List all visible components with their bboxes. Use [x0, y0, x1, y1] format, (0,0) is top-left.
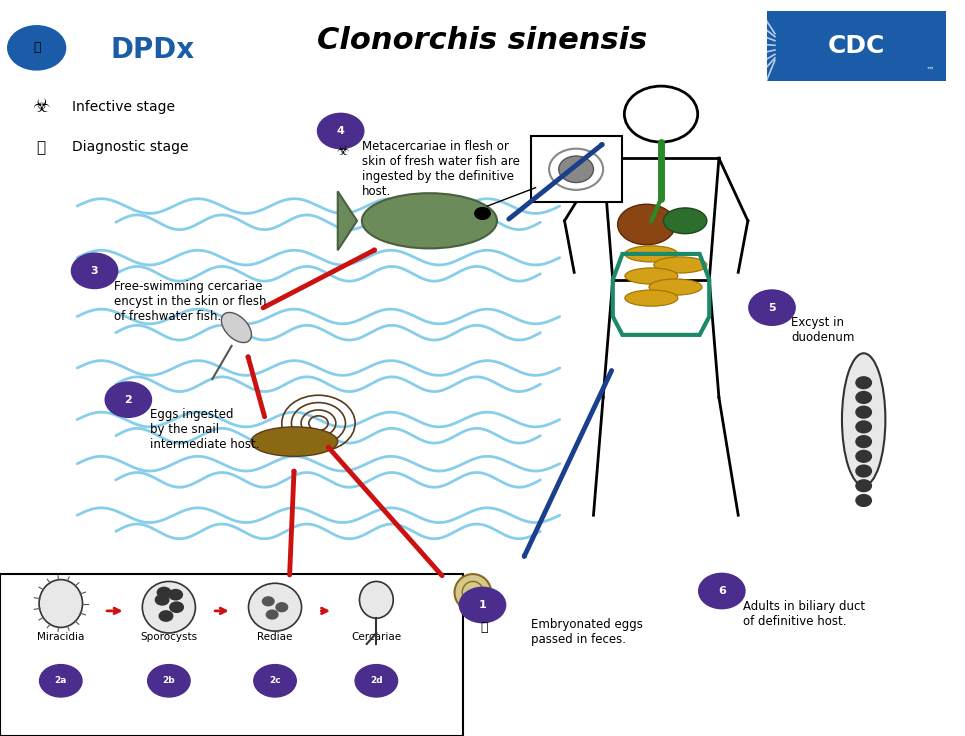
Ellipse shape [664, 208, 706, 234]
Text: 6: 6 [718, 586, 726, 596]
Circle shape [8, 26, 66, 70]
Circle shape [475, 208, 490, 219]
Circle shape [856, 436, 871, 447]
Text: Diagnostic stage: Diagnostic stage [72, 140, 189, 155]
Text: ☣: ☣ [337, 144, 348, 158]
Circle shape [699, 573, 745, 609]
Text: Cercariae: Cercariae [351, 631, 401, 642]
Circle shape [148, 665, 190, 697]
Text: 1: 1 [479, 600, 486, 610]
Ellipse shape [654, 257, 706, 273]
Text: CDC: CDC [828, 35, 886, 58]
FancyBboxPatch shape [0, 574, 463, 736]
Text: Rediae: Rediae [258, 631, 292, 642]
Circle shape [856, 450, 871, 462]
Circle shape [459, 587, 506, 623]
Circle shape [355, 665, 398, 697]
Circle shape [169, 590, 182, 600]
Ellipse shape [143, 581, 195, 633]
Circle shape [254, 665, 296, 697]
Text: Metacercariae in flesh or
skin of fresh water fish are
ingested by the definitiv: Metacercariae in flesh or skin of fresh … [362, 140, 520, 198]
Circle shape [40, 665, 82, 697]
Circle shape [749, 290, 795, 325]
Ellipse shape [39, 580, 82, 627]
Text: Embryonated eggs
passed in feces.: Embryonated eggs passed in feces. [531, 618, 643, 646]
Circle shape [105, 382, 152, 417]
Text: ☣: ☣ [32, 97, 49, 116]
Circle shape [155, 595, 169, 605]
Circle shape [559, 156, 593, 183]
Text: Sporocysts: Sporocysts [140, 631, 198, 642]
Text: 🔬: 🔬 [33, 41, 41, 54]
Text: 2a: 2a [55, 676, 67, 685]
Circle shape [856, 421, 871, 433]
Ellipse shape [625, 268, 677, 284]
Ellipse shape [625, 246, 677, 262]
Circle shape [170, 602, 183, 612]
Text: ™: ™ [925, 66, 934, 75]
Circle shape [159, 611, 173, 621]
Ellipse shape [618, 205, 676, 244]
Circle shape [157, 587, 171, 598]
FancyBboxPatch shape [767, 11, 946, 81]
Circle shape [856, 480, 871, 492]
Ellipse shape [649, 279, 703, 295]
Circle shape [262, 597, 274, 606]
Ellipse shape [625, 290, 677, 306]
Ellipse shape [251, 427, 338, 456]
Polygon shape [338, 191, 357, 250]
Ellipse shape [455, 574, 491, 611]
Text: 2c: 2c [269, 676, 281, 685]
Text: 2: 2 [124, 394, 132, 405]
Text: 2b: 2b [162, 676, 176, 685]
Text: Miracidia: Miracidia [37, 631, 85, 642]
Text: DPDx: DPDx [111, 36, 195, 64]
Text: Infective stage: Infective stage [72, 99, 176, 114]
Text: 🔬: 🔬 [481, 620, 488, 634]
Text: Clonorchis sinensis: Clonorchis sinensis [317, 26, 648, 54]
Text: Excyst in
duodenum: Excyst in duodenum [791, 316, 855, 344]
Ellipse shape [221, 313, 252, 342]
Text: 3: 3 [91, 266, 98, 276]
Text: 2d: 2d [370, 676, 383, 685]
Circle shape [856, 465, 871, 477]
Text: 4: 4 [337, 126, 345, 136]
Circle shape [856, 392, 871, 403]
Circle shape [266, 610, 278, 619]
Text: Adults in biliary duct
of definitive host.: Adults in biliary duct of definitive hos… [743, 600, 866, 628]
Circle shape [856, 406, 871, 418]
Text: Free-swimming cercariae
encyst in the skin or flesh
of freshwater fish.: Free-swimming cercariae encyst in the sk… [114, 280, 266, 322]
FancyBboxPatch shape [531, 136, 622, 202]
Ellipse shape [362, 194, 497, 249]
Text: Eggs ingested
by the snail
intermediate host.: Eggs ingested by the snail intermediate … [150, 408, 259, 451]
Text: 🔬: 🔬 [36, 140, 45, 155]
Ellipse shape [359, 581, 394, 618]
Circle shape [856, 377, 871, 389]
Ellipse shape [841, 353, 886, 486]
Circle shape [856, 495, 871, 506]
Circle shape [276, 603, 288, 612]
Text: 5: 5 [768, 302, 776, 313]
Circle shape [71, 253, 118, 289]
Circle shape [317, 113, 364, 149]
Ellipse shape [248, 583, 301, 631]
